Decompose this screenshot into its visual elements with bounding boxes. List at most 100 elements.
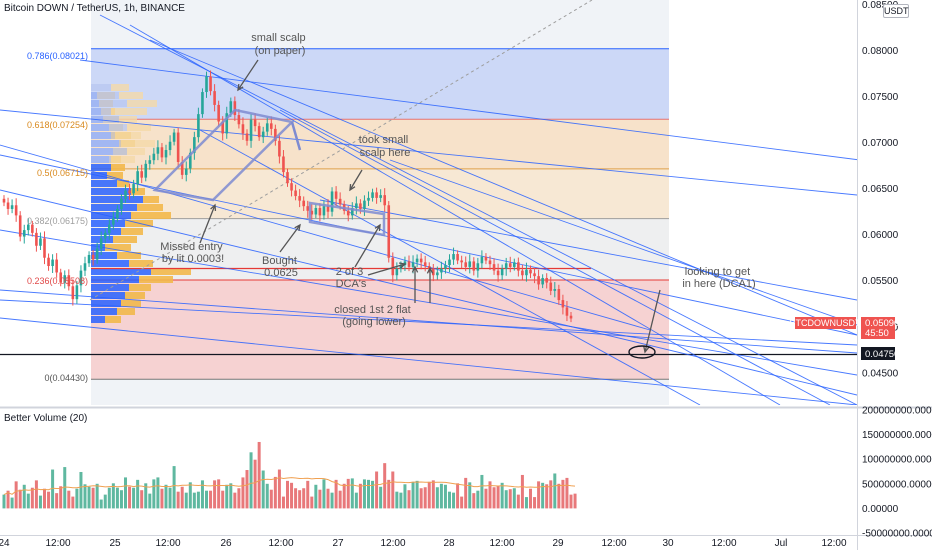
- fib-band-0: [91, 48, 669, 120]
- volume-bar-78: [318, 489, 322, 509]
- vp-upper-buy-3: [91, 108, 111, 115]
- candle-body-53: [217, 104, 220, 122]
- channel-link[interactable]: [290, 121, 302, 151]
- time-tick-2: 25: [109, 538, 121, 549]
- volume-bar-65: [265, 483, 269, 509]
- candle-body-40: [164, 150, 168, 158]
- candle-body-26: [108, 224, 111, 233]
- channel-2[interactable]: [308, 201, 386, 237]
- candlesticks: [2, 70, 573, 323]
- annotation-arrowhead-2: [210, 203, 217, 212]
- symbol-title[interactable]: Bitcoin DOWN / TetherUS, 1h, BINANCE: [4, 3, 185, 14]
- volume-bar-19: [79, 471, 83, 509]
- annotation-arrow-2[interactable]: [199, 204, 216, 244]
- time-tick-6: 27: [332, 538, 344, 549]
- annotation-arrow-1[interactable]: [349, 169, 363, 191]
- vp-upper-buy-9: [91, 156, 111, 163]
- trend-line-7[interactable]: [0, 229, 857, 376]
- trend-line-3[interactable]: [99, 14, 857, 405]
- candle-body-132: [537, 276, 540, 285]
- trend-line-13[interactable]: [279, 109, 831, 405]
- note-looking-l2: in here (DCA1): [682, 278, 755, 290]
- trend-line-2[interactable]: [149, 39, 857, 336]
- vp-upper-sell-6: [111, 132, 141, 139]
- trend-line-15[interactable]: [319, 199, 857, 301]
- vp-sell-9: [111, 164, 125, 171]
- trend-line-0[interactable]: [0, 109, 857, 196]
- vp-sell-25: [125, 292, 145, 299]
- trend-line-11[interactable]: [0, 144, 651, 331]
- volume-bar-21: [87, 486, 91, 509]
- volume-bar-134: [545, 484, 549, 509]
- vp-buy-13: [91, 196, 143, 203]
- vp-buy-24: [91, 284, 129, 291]
- volume-bar-69: [281, 496, 285, 509]
- volume-bar-72: [294, 488, 298, 509]
- vp-sell-28: [105, 316, 121, 323]
- annotation-arrow-0[interactable]: [237, 59, 259, 91]
- candle-body-124: [504, 263, 508, 269]
- candle-body-10: [43, 238, 46, 258]
- vp-upper-buy-2: [91, 100, 127, 107]
- vp-buy-12: [91, 188, 131, 195]
- candle-body-97: [395, 268, 399, 276]
- drawings[interactable]: [152, 59, 661, 359]
- note-took-scalp-l2: scalp here: [360, 147, 411, 159]
- volume-bar-107: [435, 487, 439, 509]
- candle-body-11: [47, 257, 50, 267]
- annotation-arrowhead-6: [411, 265, 419, 273]
- candle-body-115: [468, 261, 472, 267]
- annotation-arrow-8[interactable]: [644, 289, 661, 353]
- volume-bar-35: [144, 483, 148, 509]
- vp-buy-14: [91, 204, 137, 211]
- trend-line-5[interactable]: [0, 154, 857, 336]
- vp-sell-27: [117, 308, 135, 315]
- volume-bar-7: [30, 487, 34, 509]
- volume-bar-99: [403, 484, 407, 509]
- candle-body-137: [557, 289, 561, 301]
- dashed-diagonal[interactable]: [89, 0, 593, 301]
- candle-body-3: [14, 205, 18, 216]
- trend-line-9[interactable]: [0, 317, 857, 405]
- vp-sell-13: [143, 196, 159, 203]
- note-bought-l2: 0.0625: [264, 267, 298, 279]
- trend-line-6[interactable]: [0, 189, 857, 396]
- vp-sell-20: [117, 252, 141, 259]
- volume-indicator-title[interactable]: Better Volume (20): [4, 413, 88, 424]
- volume-bar-87: [354, 492, 358, 509]
- volume-bar-130: [529, 488, 532, 509]
- vp-buy-9: [91, 164, 111, 171]
- vp-upper-sell-5: [127, 124, 151, 131]
- vp-sell-10: [107, 172, 123, 179]
- vp-buy-17: [91, 228, 121, 235]
- candle-body-61: [249, 119, 253, 141]
- vp-sell-19: [105, 244, 131, 251]
- target-ellipse[interactable]: [628, 345, 656, 359]
- candle-body-87: [355, 203, 358, 209]
- candle-body-108: [440, 268, 443, 273]
- candle-body-46: [189, 152, 192, 169]
- trend-line-10[interactable]: [0, 299, 857, 346]
- annotation-arrow-4[interactable]: [354, 224, 381, 268]
- trend-line-14[interactable]: [389, 159, 857, 326]
- candle-body-133: [541, 277, 544, 285]
- volume-bar-37: [152, 479, 156, 509]
- time-tick-7: 12:00: [380, 538, 405, 549]
- fibonacci-retracement[interactable]: [91, 0, 669, 405]
- currency-button[interactable]: USDT: [883, 4, 909, 18]
- note-dca: 2 of 3 DCA's: [336, 266, 367, 290]
- note-looking-l1: looking to get: [685, 266, 750, 278]
- annotation-arrowhead-0: [237, 83, 244, 92]
- candle-body-86: [351, 208, 354, 216]
- volume-bar-115: [468, 482, 472, 509]
- annotation-arrow-5[interactable]: [367, 263, 406, 276]
- candle-body-54: [221, 121, 224, 134]
- candle-body-105: [427, 266, 431, 269]
- annotation-arrow-3[interactable]: [279, 224, 301, 253]
- fib-label-0786: 0.786(0.08021): [27, 51, 88, 61]
- volume-bar-57: [233, 492, 237, 509]
- volume-bar-136: [553, 473, 557, 509]
- candle-body-63: [257, 126, 261, 138]
- candle-body-13: [55, 259, 58, 273]
